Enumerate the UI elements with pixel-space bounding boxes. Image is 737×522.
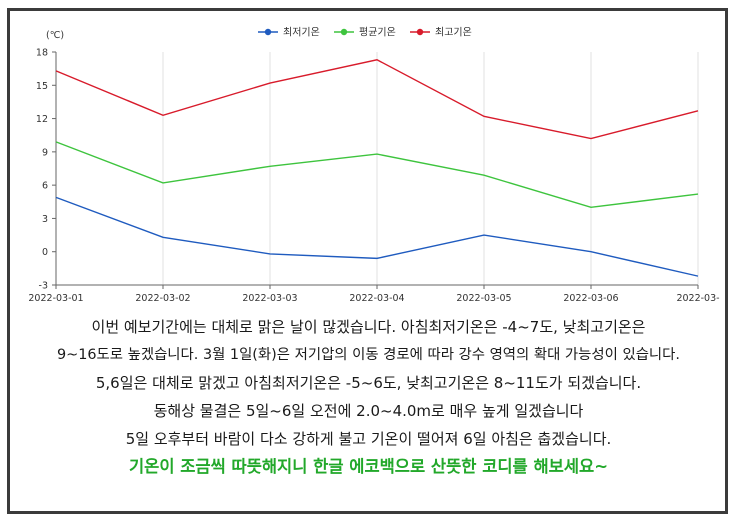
legend-label: 최저기온 [283,27,320,39]
chart-legend: 최저기온 평균기온 최고기온 [258,27,472,39]
x-tick-label: 2022-03-03 [242,293,297,304]
forecast-caption: 이번 예보기간에는 대체로 맑은 날이 많겠습니다. 아침최저기온은 -4~7도… [10,313,727,481]
x-tick-label: 2022-03-06 [563,293,618,304]
series-line [55,59,699,140]
x-tick-label: 2022-03-04 [349,293,404,304]
chart-gridlines [55,52,699,285]
caption-highlight: 기온이 조금씩 따뜻해지니 한글 에코백으로 산뜻한 코디를 해보세요~ [128,457,609,476]
caption-line-3: 5,6일은 대체로 맑겠고 아침최저기온은 -5~6도, 낮최고기온은 8~11… [95,374,642,392]
legend-swatch-marker [264,28,272,36]
y-axis-unit-label: (℃) [46,30,64,41]
y-tick-label: 15 [36,81,48,92]
poster-frame [7,8,728,514]
chart-series [55,59,699,277]
y-tick-label: 3 [42,214,48,225]
legend-swatch-marker [416,28,424,36]
series-line [55,141,699,209]
y-tick-label: 9 [42,147,48,158]
chart-axes: -3 0 3 6 9 12 15 18 2022-03-01 2022-03-02 2022-03-… [28,48,719,305]
legend-swatch-marker [340,28,348,36]
x-tick-label: 2022-03-01 [28,293,83,304]
legend-label: 평균기온 [359,27,396,39]
caption-line-5: 5일 오후부터 바람이 다소 강하게 불고 기온이 떨어져 6일 아침은 춥겠습… [125,430,612,448]
caption-line-1: 이번 예보기간에는 대체로 맑은 날이 많겠습니다. 아침최저기온은 -4~7도… [91,318,646,336]
legend-label: 최고기온 [435,27,472,39]
caption-line-4: 동해상 물결은 5일~6일 오전에 2.0~4.0m로 매우 높게 일겠습니다 [153,402,584,420]
y-tick-label: 12 [36,114,48,125]
x-tick-label: 2022-03- [676,293,719,304]
caption-line-2: 9~16도로 높겠습니다. 3월 1일(화)은 저기압의 이동 경로에 따라 강… [57,347,680,363]
y-tick-label: 18 [36,48,48,59]
temperature-line-chart: -3 0 3 6 9 12 15 18 2022-03-01 2022-03-02 2022-03-… [28,27,719,305]
series-line [55,196,699,277]
x-tick-label: 2022-03-02 [135,293,190,304]
y-tick-label: 0 [42,247,48,258]
x-tick-label: 2022-03-05 [456,293,511,304]
y-tick-label: -3 [39,281,48,292]
y-tick-label: 6 [42,181,48,192]
